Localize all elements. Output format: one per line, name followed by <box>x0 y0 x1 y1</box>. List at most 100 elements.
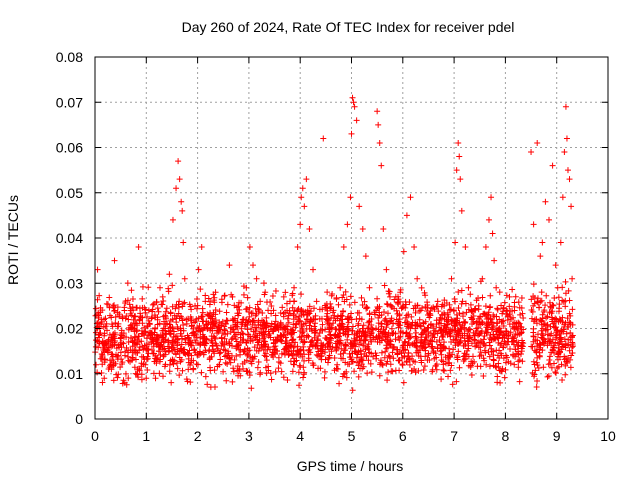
data-point <box>98 320 105 327</box>
data-point <box>310 362 317 369</box>
data-point <box>340 307 347 314</box>
data-point <box>553 334 560 341</box>
data-point <box>136 305 143 312</box>
data-point <box>344 336 351 343</box>
data-point <box>303 312 310 319</box>
data-point <box>336 380 343 387</box>
data-point <box>411 340 418 347</box>
data-point <box>342 288 349 295</box>
data-point <box>418 284 425 291</box>
data-point <box>269 327 276 334</box>
data-point <box>434 344 441 351</box>
data-point <box>363 353 370 360</box>
data-point <box>289 368 296 375</box>
data-point <box>181 275 188 282</box>
data-point <box>301 203 308 210</box>
data-point <box>218 334 225 341</box>
data-point <box>159 293 166 300</box>
data-point <box>257 298 264 305</box>
data-point <box>404 353 411 360</box>
data-point <box>530 325 537 332</box>
data-point <box>358 361 365 368</box>
data-point <box>471 336 478 343</box>
data-point <box>420 319 427 326</box>
data-point <box>514 327 521 334</box>
data-point <box>325 355 332 362</box>
data-point <box>260 319 267 326</box>
data-point <box>543 292 550 299</box>
data-point <box>178 341 185 348</box>
data-point <box>395 293 402 300</box>
data-point <box>408 313 415 320</box>
data-point <box>384 377 391 384</box>
data-point <box>358 294 365 301</box>
data-point <box>537 317 544 324</box>
x-tick-label: 3 <box>245 428 253 444</box>
data-point <box>318 350 325 357</box>
data-point <box>139 343 146 350</box>
data-point <box>453 331 460 338</box>
data-point <box>275 336 282 343</box>
data-point <box>394 346 401 353</box>
data-point <box>146 320 153 327</box>
data-point <box>151 329 158 336</box>
data-point <box>381 354 388 361</box>
data-point <box>498 302 505 309</box>
data-point <box>185 351 192 358</box>
data-point <box>244 331 251 338</box>
data-point <box>321 368 328 375</box>
data-point <box>188 342 195 349</box>
data-point <box>356 315 363 322</box>
data-point <box>181 299 188 306</box>
data-point <box>441 322 448 329</box>
data-point <box>364 370 371 377</box>
data-point <box>277 360 284 367</box>
data-point <box>362 329 369 336</box>
data-point <box>500 305 507 312</box>
data-point <box>300 343 307 350</box>
data-point <box>448 275 455 282</box>
data-point <box>457 176 464 183</box>
data-point <box>210 333 217 340</box>
data-point <box>368 338 375 345</box>
data-point <box>250 328 257 335</box>
data-point <box>239 316 246 323</box>
x-tick-label: 7 <box>450 428 458 444</box>
y-tick-label: 0.03 <box>56 275 83 291</box>
data-point <box>503 307 510 314</box>
data-point <box>339 294 346 301</box>
data-point <box>500 323 507 329</box>
data-point <box>284 315 291 322</box>
data-point <box>490 336 497 343</box>
data-point <box>216 361 223 368</box>
data-point <box>502 366 509 373</box>
data-point <box>95 309 102 316</box>
data-point <box>121 307 128 314</box>
data-point <box>349 387 356 394</box>
data-point <box>440 345 447 352</box>
data-point <box>481 347 488 354</box>
data-point <box>239 337 246 344</box>
data-point <box>155 308 162 315</box>
data-point <box>472 305 479 312</box>
data-point <box>313 298 320 305</box>
data-point <box>254 339 261 346</box>
data-point <box>179 303 186 310</box>
data-point <box>213 342 220 349</box>
data-point <box>165 285 172 292</box>
data-point <box>472 343 479 350</box>
data-point <box>563 135 570 142</box>
data-point <box>110 303 117 310</box>
data-point <box>388 368 395 375</box>
data-point <box>190 325 197 332</box>
data-point <box>515 364 522 371</box>
data-point <box>310 341 317 348</box>
data-point <box>396 322 403 329</box>
data-point <box>331 312 338 319</box>
data-point <box>400 347 407 354</box>
data-point <box>398 350 405 357</box>
data-point <box>339 316 346 323</box>
data-point <box>143 335 150 342</box>
data-point <box>212 289 219 296</box>
data-point <box>218 342 225 349</box>
